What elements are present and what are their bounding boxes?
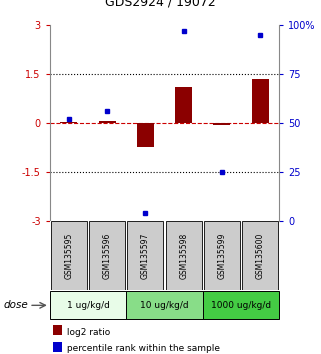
Bar	[60, 122, 77, 123]
Bar	[242, 221, 278, 290]
Text: GSM135600: GSM135600	[256, 233, 265, 279]
Text: dose: dose	[3, 300, 28, 310]
Bar	[204, 221, 240, 290]
Bar	[89, 221, 125, 290]
Bar	[127, 221, 163, 290]
Text: GSM135596: GSM135596	[103, 233, 112, 279]
Text: log2 ratio: log2 ratio	[64, 328, 110, 337]
Bar	[126, 291, 203, 319]
Bar	[51, 221, 87, 290]
Text: GSM135595: GSM135595	[65, 233, 74, 279]
Text: GSM135599: GSM135599	[217, 233, 226, 279]
Text: 1 ug/kg/d: 1 ug/kg/d	[66, 301, 109, 310]
Text: percentile rank within the sample: percentile rank within the sample	[64, 344, 220, 353]
Text: 1000 ug/kg/d: 1000 ug/kg/d	[211, 301, 271, 310]
Bar	[99, 121, 116, 123]
Bar	[203, 291, 279, 319]
Bar	[50, 291, 126, 319]
Text: GSM135597: GSM135597	[141, 233, 150, 279]
Bar	[213, 123, 230, 125]
Bar	[252, 79, 269, 123]
Text: GDS2924 / 19072: GDS2924 / 19072	[105, 0, 216, 9]
Text: GSM135598: GSM135598	[179, 233, 188, 279]
Bar	[175, 87, 192, 123]
Text: 10 ug/kg/d: 10 ug/kg/d	[140, 301, 189, 310]
Bar	[137, 123, 154, 147]
Bar	[166, 221, 202, 290]
